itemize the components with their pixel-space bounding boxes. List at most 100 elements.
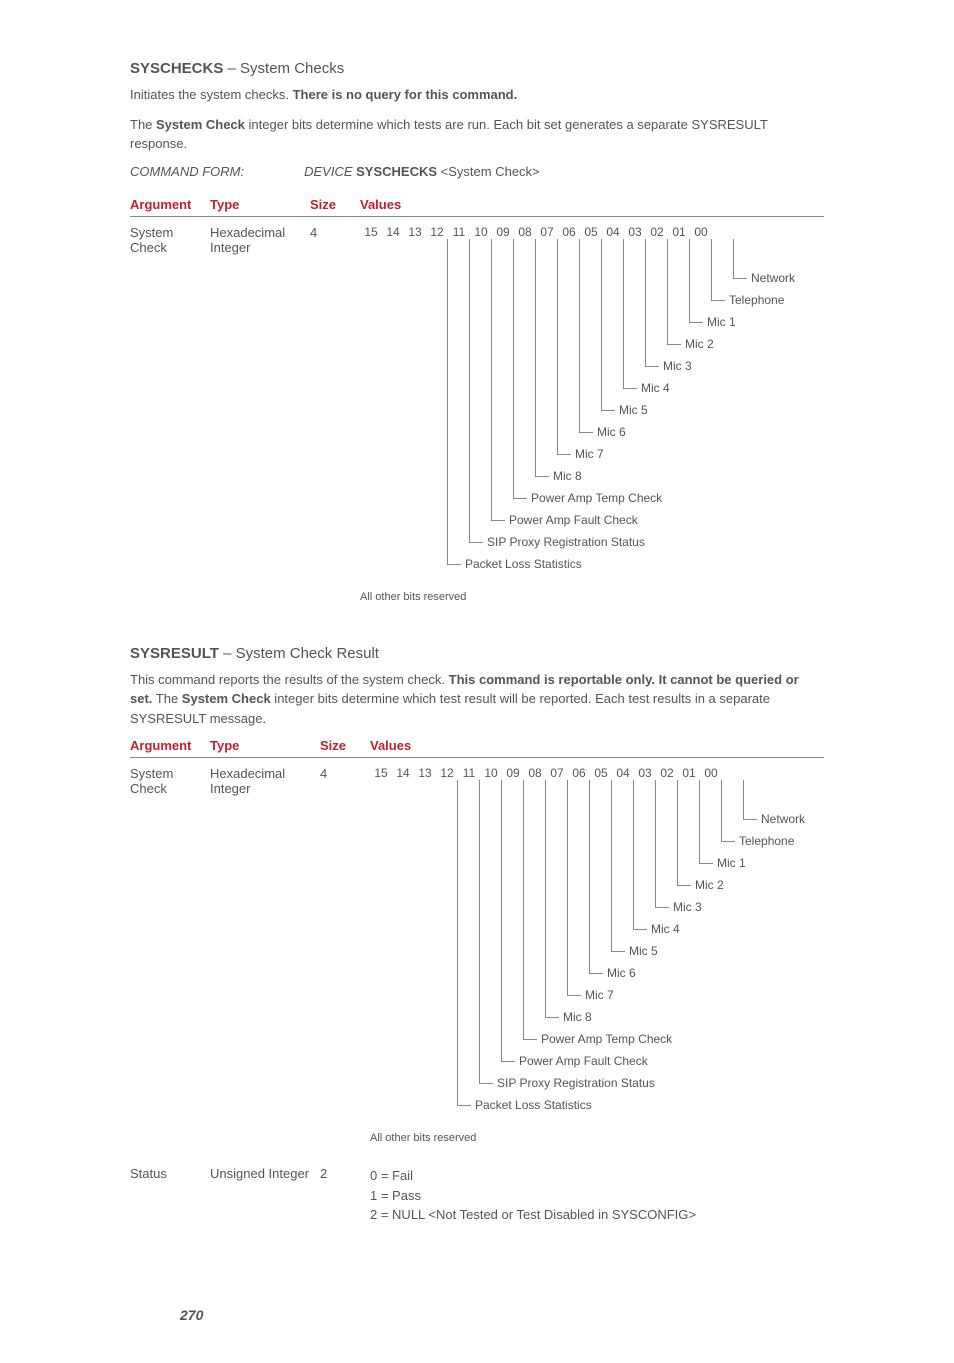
bit-vline xyxy=(623,239,624,389)
bit-tick xyxy=(633,929,647,930)
bit-vline xyxy=(557,239,558,455)
sysresult-table-header: Argument Type Size Values xyxy=(130,738,824,758)
bit-label-text: Mic 4 xyxy=(651,922,680,936)
bit-label: Mic 5 xyxy=(601,403,648,417)
command-form-arg: <System Check> xyxy=(437,164,540,179)
bit-number: 05 xyxy=(580,225,602,239)
bit-vline xyxy=(447,239,448,565)
syschecks-table-header: Argument Type Size Values xyxy=(130,197,824,217)
bit-label: Mic 3 xyxy=(645,359,692,373)
bit-label-text: Mic 4 xyxy=(641,381,670,395)
bit-number: 04 xyxy=(602,225,624,239)
bit-label-text: Mic 7 xyxy=(575,447,604,461)
bit-tick xyxy=(469,542,483,543)
col-header-argument: Argument xyxy=(130,738,210,753)
bit-number: 11 xyxy=(458,766,480,780)
bit-vline xyxy=(655,780,656,908)
sysresult-row-syscheck: System Check Hexadecimal Integer 4 15141… xyxy=(130,764,824,1146)
cell-values: 15141312111009080706050403020100 Network… xyxy=(370,766,824,1144)
bit-tick xyxy=(589,973,603,974)
bit-tick xyxy=(611,951,625,952)
cell-size: 4 xyxy=(320,766,370,1144)
syschecks-title-rest: – System Checks xyxy=(223,60,344,77)
bit-vline xyxy=(523,780,524,1040)
cell-type: Hexadecimal Integer xyxy=(210,225,310,603)
bit-label-text: Mic 7 xyxy=(585,988,614,1002)
syschecks-table-row: System Check Hexadecimal Integer 4 15141… xyxy=(130,223,824,605)
bit-number: 03 xyxy=(634,766,656,780)
bit-number: 15 xyxy=(370,766,392,780)
bit-numbers: 15141312111009080706050403020100 xyxy=(370,766,824,780)
bit-label: Mic 3 xyxy=(655,900,702,914)
bit-vline xyxy=(513,239,514,499)
bit-tick xyxy=(655,907,669,908)
bit-label: Mic 7 xyxy=(557,447,604,461)
bit-label: Telephone xyxy=(721,834,794,848)
bit-number: 10 xyxy=(470,225,492,239)
bit-label-text: Network xyxy=(761,812,805,826)
bit-number: 06 xyxy=(568,766,590,780)
bit-vline xyxy=(677,780,678,886)
sysresult-desc: This command reports the results of the … xyxy=(130,670,824,729)
syschecks-title: SYSCHECKS – System Checks xyxy=(130,60,824,77)
sysresult-title-bold: SYSRESULT xyxy=(130,645,219,662)
bit-vline xyxy=(457,780,458,1106)
bit-number: 03 xyxy=(624,225,646,239)
bit-number: 11 xyxy=(448,225,470,239)
command-form-device: DEVICE xyxy=(304,164,356,179)
bit-numbers: 15141312111009080706050403020100 xyxy=(360,225,824,239)
bit-label: SIP Proxy Registration Status xyxy=(479,1076,655,1090)
sysresult-table: Argument Type Size Values System Check H… xyxy=(130,738,824,1227)
bit-tick xyxy=(721,841,735,842)
syschecks-section: SYSCHECKS – System Checks Initiates the … xyxy=(130,60,824,605)
status-value-line: 2 = NULL <Not Tested or Test Disabled in… xyxy=(370,1205,824,1225)
syschecks-desc: The System Check integer bits determine … xyxy=(130,115,824,154)
bit-number: 00 xyxy=(690,225,712,239)
bit-label-text: Mic 5 xyxy=(629,944,658,958)
syschecks-table: Argument Type Size Values System Check H… xyxy=(130,197,824,605)
bit-label: Mic 1 xyxy=(699,856,746,870)
sysresult-desc-mid: The xyxy=(152,691,181,706)
bit-label-text: Power Amp Temp Check xyxy=(531,491,662,505)
bit-tick xyxy=(579,432,593,433)
bit-vline xyxy=(589,780,590,974)
col-header-size: Size xyxy=(320,738,370,753)
bit-label-text: Network xyxy=(751,271,795,285)
col-header-size: Size xyxy=(310,197,360,212)
bit-tick xyxy=(457,1105,471,1106)
bit-label: Mic 8 xyxy=(545,1010,592,1024)
bit-number: 09 xyxy=(502,766,524,780)
bit-tick xyxy=(699,863,713,864)
bit-label-text: Mic 3 xyxy=(673,900,702,914)
bit-vline xyxy=(479,780,480,1084)
bit-tick xyxy=(545,1017,559,1018)
cell-size: 4 xyxy=(310,225,360,603)
bit-number: 05 xyxy=(590,766,612,780)
bit-number: 04 xyxy=(612,766,634,780)
cell-values: 15141312111009080706050403020100 Network… xyxy=(360,225,824,603)
bit-label: Power Amp Fault Check xyxy=(491,513,638,527)
col-header-argument: Argument xyxy=(130,197,210,212)
bit-vline xyxy=(633,780,634,930)
sysresult-bit-diagram: 15141312111009080706050403020100 Network… xyxy=(370,766,824,1144)
syschecks-intro-plain: Initiates the system checks. xyxy=(130,87,293,102)
bit-tick xyxy=(567,995,581,996)
bit-number: 14 xyxy=(392,766,414,780)
bit-vline xyxy=(711,239,712,301)
bit-number: 09 xyxy=(492,225,514,239)
bit-tick xyxy=(623,388,637,389)
bit-label-text: Mic 3 xyxy=(663,359,692,373)
bit-label: Power Amp Fault Check xyxy=(501,1054,648,1068)
bit-label: Mic 7 xyxy=(567,988,614,1002)
bit-label-text: Packet Loss Statistics xyxy=(475,1098,592,1112)
col-header-type: Type xyxy=(210,738,320,753)
reserved-note: All other bits reserved xyxy=(370,1132,824,1144)
bit-tick xyxy=(479,1083,493,1084)
bit-label: Power Amp Temp Check xyxy=(513,491,662,505)
bit-label: Network xyxy=(743,812,805,826)
bit-label: SIP Proxy Registration Status xyxy=(469,535,645,549)
bit-number: 14 xyxy=(382,225,404,239)
syschecks-desc-bold: System Check xyxy=(156,117,245,132)
status-value-line: 0 = Fail xyxy=(370,1166,824,1186)
bit-number: 15 xyxy=(360,225,382,239)
